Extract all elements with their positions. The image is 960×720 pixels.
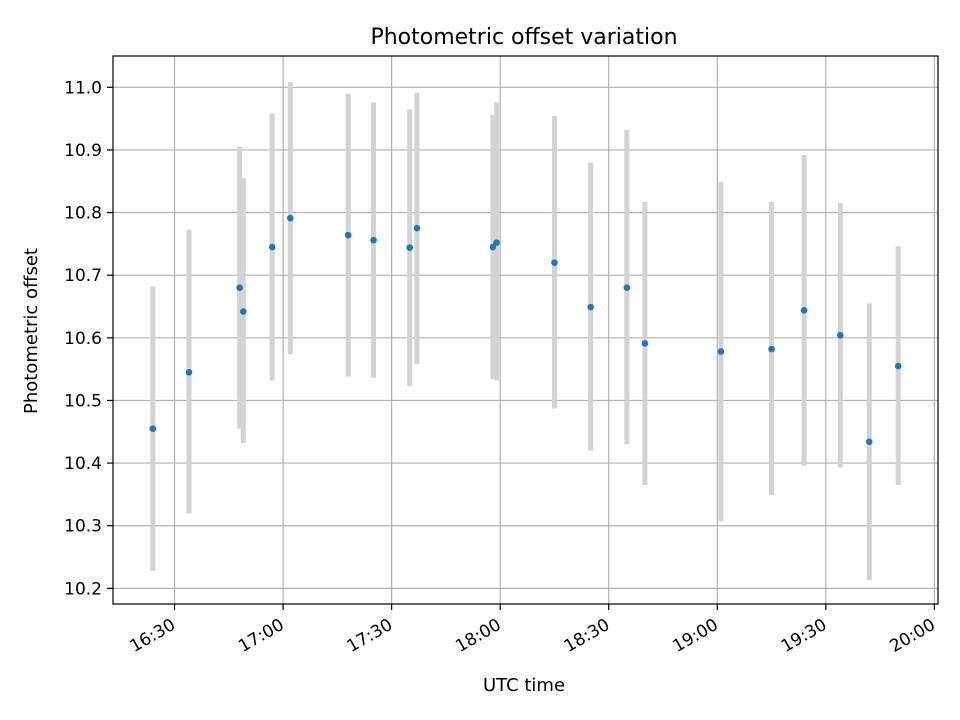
data-point <box>236 284 243 292</box>
y-tick-label: 10.7 <box>64 266 102 286</box>
data-point <box>268 243 276 251</box>
y-tick-label: 11.0 <box>64 78 102 98</box>
data-point <box>587 303 594 311</box>
data-point <box>837 332 844 339</box>
y-axis-label: Photometric offset <box>21 248 42 414</box>
data-point <box>370 236 377 244</box>
plot-frame <box>112 55 939 605</box>
data-point <box>641 340 649 347</box>
grid <box>113 56 938 604</box>
data-point <box>623 284 631 292</box>
data-point <box>800 306 808 314</box>
data-point <box>894 362 902 370</box>
y-tick-label: 10.5 <box>64 391 102 411</box>
y-tick-label: 10.8 <box>64 204 102 224</box>
data-point <box>493 239 500 246</box>
data-points <box>149 214 902 446</box>
y-tick-label: 10.2 <box>64 579 102 599</box>
y-tick-label: 10.3 <box>64 517 102 537</box>
data-point <box>406 244 414 251</box>
data-point <box>768 345 775 353</box>
data-point <box>489 243 497 251</box>
data-point <box>551 259 558 266</box>
data-point <box>413 224 421 232</box>
data-point <box>344 231 352 239</box>
x-axis-label: UTC time <box>483 675 565 696</box>
data-point <box>185 368 193 376</box>
data-point <box>287 214 294 222</box>
data-point <box>717 348 725 355</box>
y-tick-label: 10.9 <box>64 141 102 161</box>
chart-title: Photometric offset variation <box>370 25 677 50</box>
data-point <box>239 308 247 315</box>
y-tick-label: 10.6 <box>64 329 102 349</box>
y-tick-label: 10.4 <box>64 454 102 474</box>
data-point <box>149 425 157 432</box>
data-point <box>865 438 873 446</box>
